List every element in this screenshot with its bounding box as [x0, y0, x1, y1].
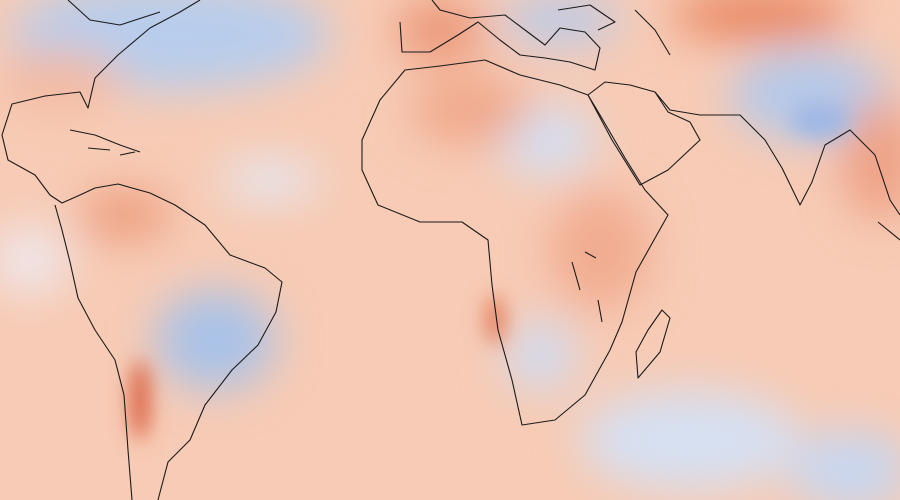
coastline-madagascar [635, 309, 671, 379]
coastline-europe [399, 0, 601, 71]
cold-anomaly [730, 50, 890, 140]
warm-anomaly [0, 50, 120, 110]
coastline-southeast-asia [877, 221, 900, 241]
warm-anomaly [550, 190, 650, 310]
coastline-americas [1, 0, 283, 500]
coastline-americas-west [54, 204, 133, 500]
warm-anomaly [80, 190, 170, 240]
coastline-lakes [571, 251, 603, 323]
cold-anomaly [790, 102, 850, 138]
warm-anomaly [670, 0, 850, 40]
coastline-south-asia [654, 91, 900, 216]
warm-anomaly [410, 75, 530, 145]
anomaly-detail [130, 102, 850, 440]
coastline-caribbean [69, 129, 141, 156]
cold-anomaly [790, 430, 900, 500]
cold-anomaly [155, 290, 275, 390]
coastline-black-caspian [557, 4, 671, 56]
coastline-arabia [587, 81, 701, 186]
coastline-great-lakes [67, 0, 161, 26]
cold-anomaly [505, 320, 575, 390]
cold-anomaly [580, 390, 800, 490]
coastline-africa [361, 59, 669, 426]
warm-anomaly [395, 0, 485, 60]
warm-anomaly [840, 100, 900, 220]
cold-anomaly [220, 160, 320, 200]
warm-anomaly [130, 360, 150, 440]
warm-anomaly [485, 295, 505, 345]
cold-anomaly [0, 225, 70, 295]
